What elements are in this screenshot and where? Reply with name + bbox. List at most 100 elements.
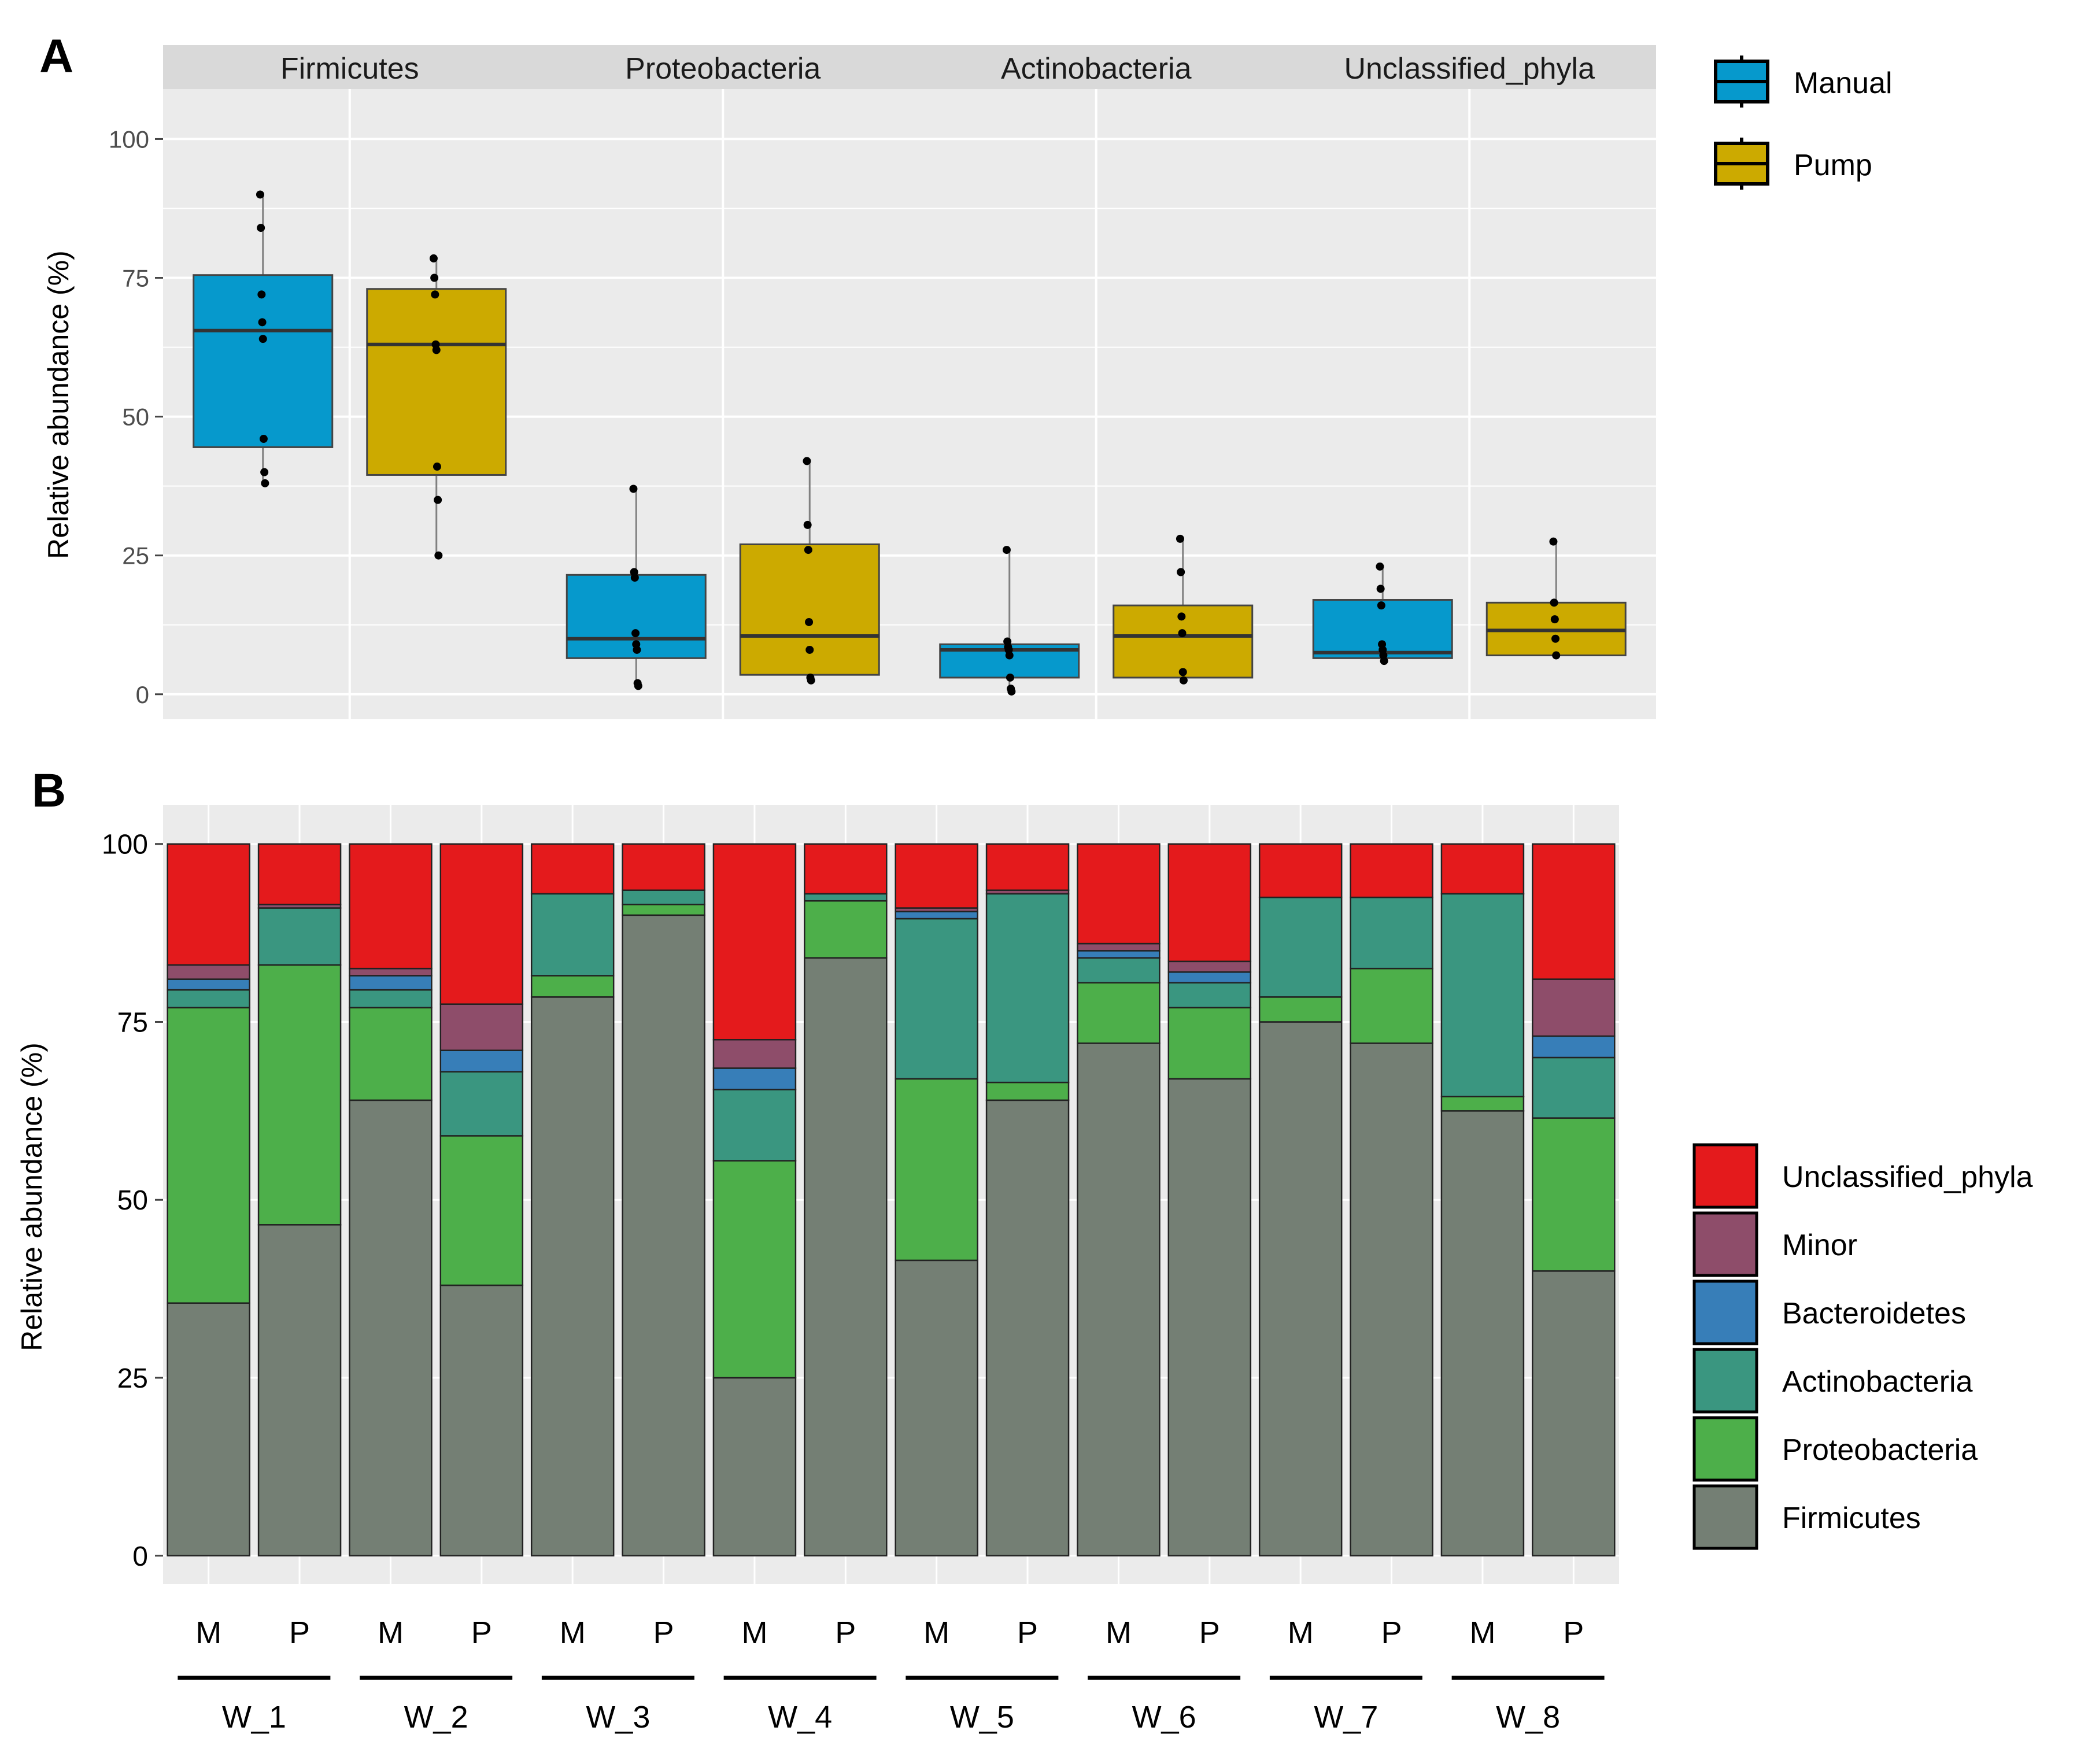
bar-segment-unclassified-phyla (167, 843, 250, 966)
bar-w2-p (439, 843, 524, 1557)
box-data-point (1551, 634, 1560, 643)
panel-b-y-tick-label: 75 (117, 1007, 148, 1038)
panel-a-y-axis-title: Relative abundance (%) (42, 250, 75, 559)
x-group-label-w5: W_5 (950, 1700, 1014, 1735)
panel-a-y-tick-label: 25 (122, 542, 149, 569)
panel-a-label: A (39, 30, 73, 83)
legend-swatch-unclassified-phyla (1692, 1143, 1758, 1209)
legend-item-minor: Minor (1692, 1211, 1857, 1277)
bar-segment-actinobacteria (1167, 982, 1252, 1009)
bar-segment-actinobacteria (1077, 957, 1161, 984)
bar-segment-firmicutes (1440, 1110, 1525, 1557)
box-unclassified-phyla-pump (1485, 537, 1627, 660)
panel-a-y-tick-label: 75 (122, 265, 149, 292)
bar-w5-m (895, 843, 978, 1557)
panel-b-y-axis: 0 25 50 75 100 (102, 830, 163, 1572)
bar-segment-actinobacteria (895, 918, 978, 1080)
bar-segment-bacteroidetes (1077, 950, 1161, 959)
bar-segment-firmicutes (349, 1099, 433, 1557)
bar-segment-actinobacteria (349, 989, 433, 1009)
bar-segment-actinobacteria (439, 1071, 524, 1137)
bar-segment-firmicutes (1532, 1270, 1616, 1557)
legend-label-proteobacteria: Proteobacteria (1782, 1433, 1978, 1467)
box-data-point (633, 645, 641, 654)
x-bar-label-m: M (195, 1615, 221, 1650)
bar-segment-unclassified-phyla (257, 843, 342, 905)
bar-w1-p (257, 843, 342, 1557)
bar-segment-firmicutes (1077, 1042, 1161, 1557)
bar-segment-actinobacteria (1532, 1056, 1616, 1119)
x-bar-label-p: P (471, 1615, 492, 1650)
legend-label-unclassified-phyla: Unclassified_phyla (1782, 1160, 2033, 1194)
bar-segment-unclassified-phyla (439, 843, 524, 1005)
bar-segment-proteobacteria (257, 964, 342, 1226)
box-body (739, 543, 880, 676)
box-data-point (1550, 598, 1558, 607)
box-data-point (1380, 657, 1388, 665)
bar-segment-firmicutes (530, 996, 615, 1557)
x-group-label-w6: W_6 (1132, 1700, 1196, 1735)
x-group-label-w7: W_7 (1314, 1700, 1378, 1735)
legend-swatch-firmicutes (1692, 1484, 1758, 1550)
legend-item-pump: Pump (1714, 138, 1872, 190)
box-data-point (1376, 585, 1385, 593)
bar-w7-p (1350, 843, 1433, 1557)
box-unclassified-phyla-manual (1312, 562, 1453, 665)
bar-segment-bacteroidetes (167, 978, 250, 991)
bar-w1-m (167, 843, 250, 1557)
legend-item-firmicutes: Firmicutes (1692, 1484, 1921, 1550)
panel-a-y-axis: 0 25 50 75 100 (109, 125, 163, 708)
panel-b-y-tick-label: 25 (117, 1363, 148, 1394)
bar-segment-actinobacteria (985, 893, 1070, 1083)
legend-label-minor: Minor (1782, 1229, 1857, 1262)
bar-segment-proteobacteria (349, 1007, 433, 1101)
box-data-point (634, 682, 642, 690)
box-data-point (1549, 537, 1558, 546)
panel-b-y-axis-title: Relative abundance (%) (16, 1042, 48, 1351)
box-data-point (807, 676, 815, 685)
bar-segment-minor (1077, 942, 1161, 952)
bar-segment-unclassified-phyla (622, 843, 705, 891)
legend-swatch-proteobacteria (1692, 1416, 1758, 1482)
bar-segment-proteobacteria (712, 1160, 797, 1379)
legend-item-manual: Manual (1714, 56, 1893, 108)
box-data-point (1552, 651, 1561, 660)
box-data-point (432, 346, 441, 354)
bar-segment-unclassified-phyla (530, 843, 615, 895)
box-body (366, 288, 507, 476)
box-data-point (1176, 534, 1184, 543)
box-firmicutes-manual (193, 190, 334, 487)
box-data-point (257, 290, 266, 299)
bar-segment-bacteroidetes (895, 911, 978, 920)
bar-segment-proteobacteria (439, 1135, 524, 1286)
bar-segment-firmicutes (712, 1377, 797, 1557)
panel-a-facet-labels: Firmicutes Proteobacteria Actinobacteria Un… (280, 52, 1595, 86)
x-bar-label-m: M (1106, 1615, 1132, 1650)
box-data-point (629, 485, 638, 493)
legend-item-unclassified-phyla: Unclassified_phyla (1692, 1143, 2033, 1209)
panel-a-gridlines (163, 89, 1656, 719)
box-data-point (804, 546, 812, 554)
bar-segment-proteobacteria (622, 904, 705, 916)
bar-segment-unclassified-phyla (1077, 843, 1161, 945)
panel-b: B 0 25 50 75 100 M P M P M P M P M P M P M P M P W_1 W_2 W_3 W_… (16, 764, 1619, 1735)
panel-a: A Firmicutes Proteobacteria Actinobacteria… (39, 30, 1656, 719)
bar-segment-firmicutes (1258, 1021, 1343, 1557)
bar-segment-proteobacteria (1167, 1007, 1252, 1080)
bar-segment-bacteroidetes (712, 1067, 797, 1090)
bar-segment-unclassified-phyla (1258, 843, 1343, 898)
bar-segment-actinobacteria (1440, 893, 1525, 1097)
legend-item-proteobacteria: Proteobacteria (1692, 1416, 1978, 1482)
box-data-point (258, 335, 267, 343)
x-bar-label-m: M (1469, 1615, 1495, 1650)
bar-segment-proteobacteria (985, 1081, 1070, 1101)
x-bar-label-m: M (1288, 1615, 1314, 1650)
box-data-point (630, 574, 639, 582)
legend-manual-label: Manual (1794, 66, 1893, 100)
x-bar-label-p: P (289, 1615, 310, 1650)
legend-pump-label: Pump (1794, 149, 1872, 182)
box-data-point (1550, 615, 1559, 624)
x-bar-label-p: P (1199, 1615, 1220, 1650)
legend-swatch-actinobacteria (1692, 1348, 1758, 1414)
box-data-point (803, 457, 811, 465)
